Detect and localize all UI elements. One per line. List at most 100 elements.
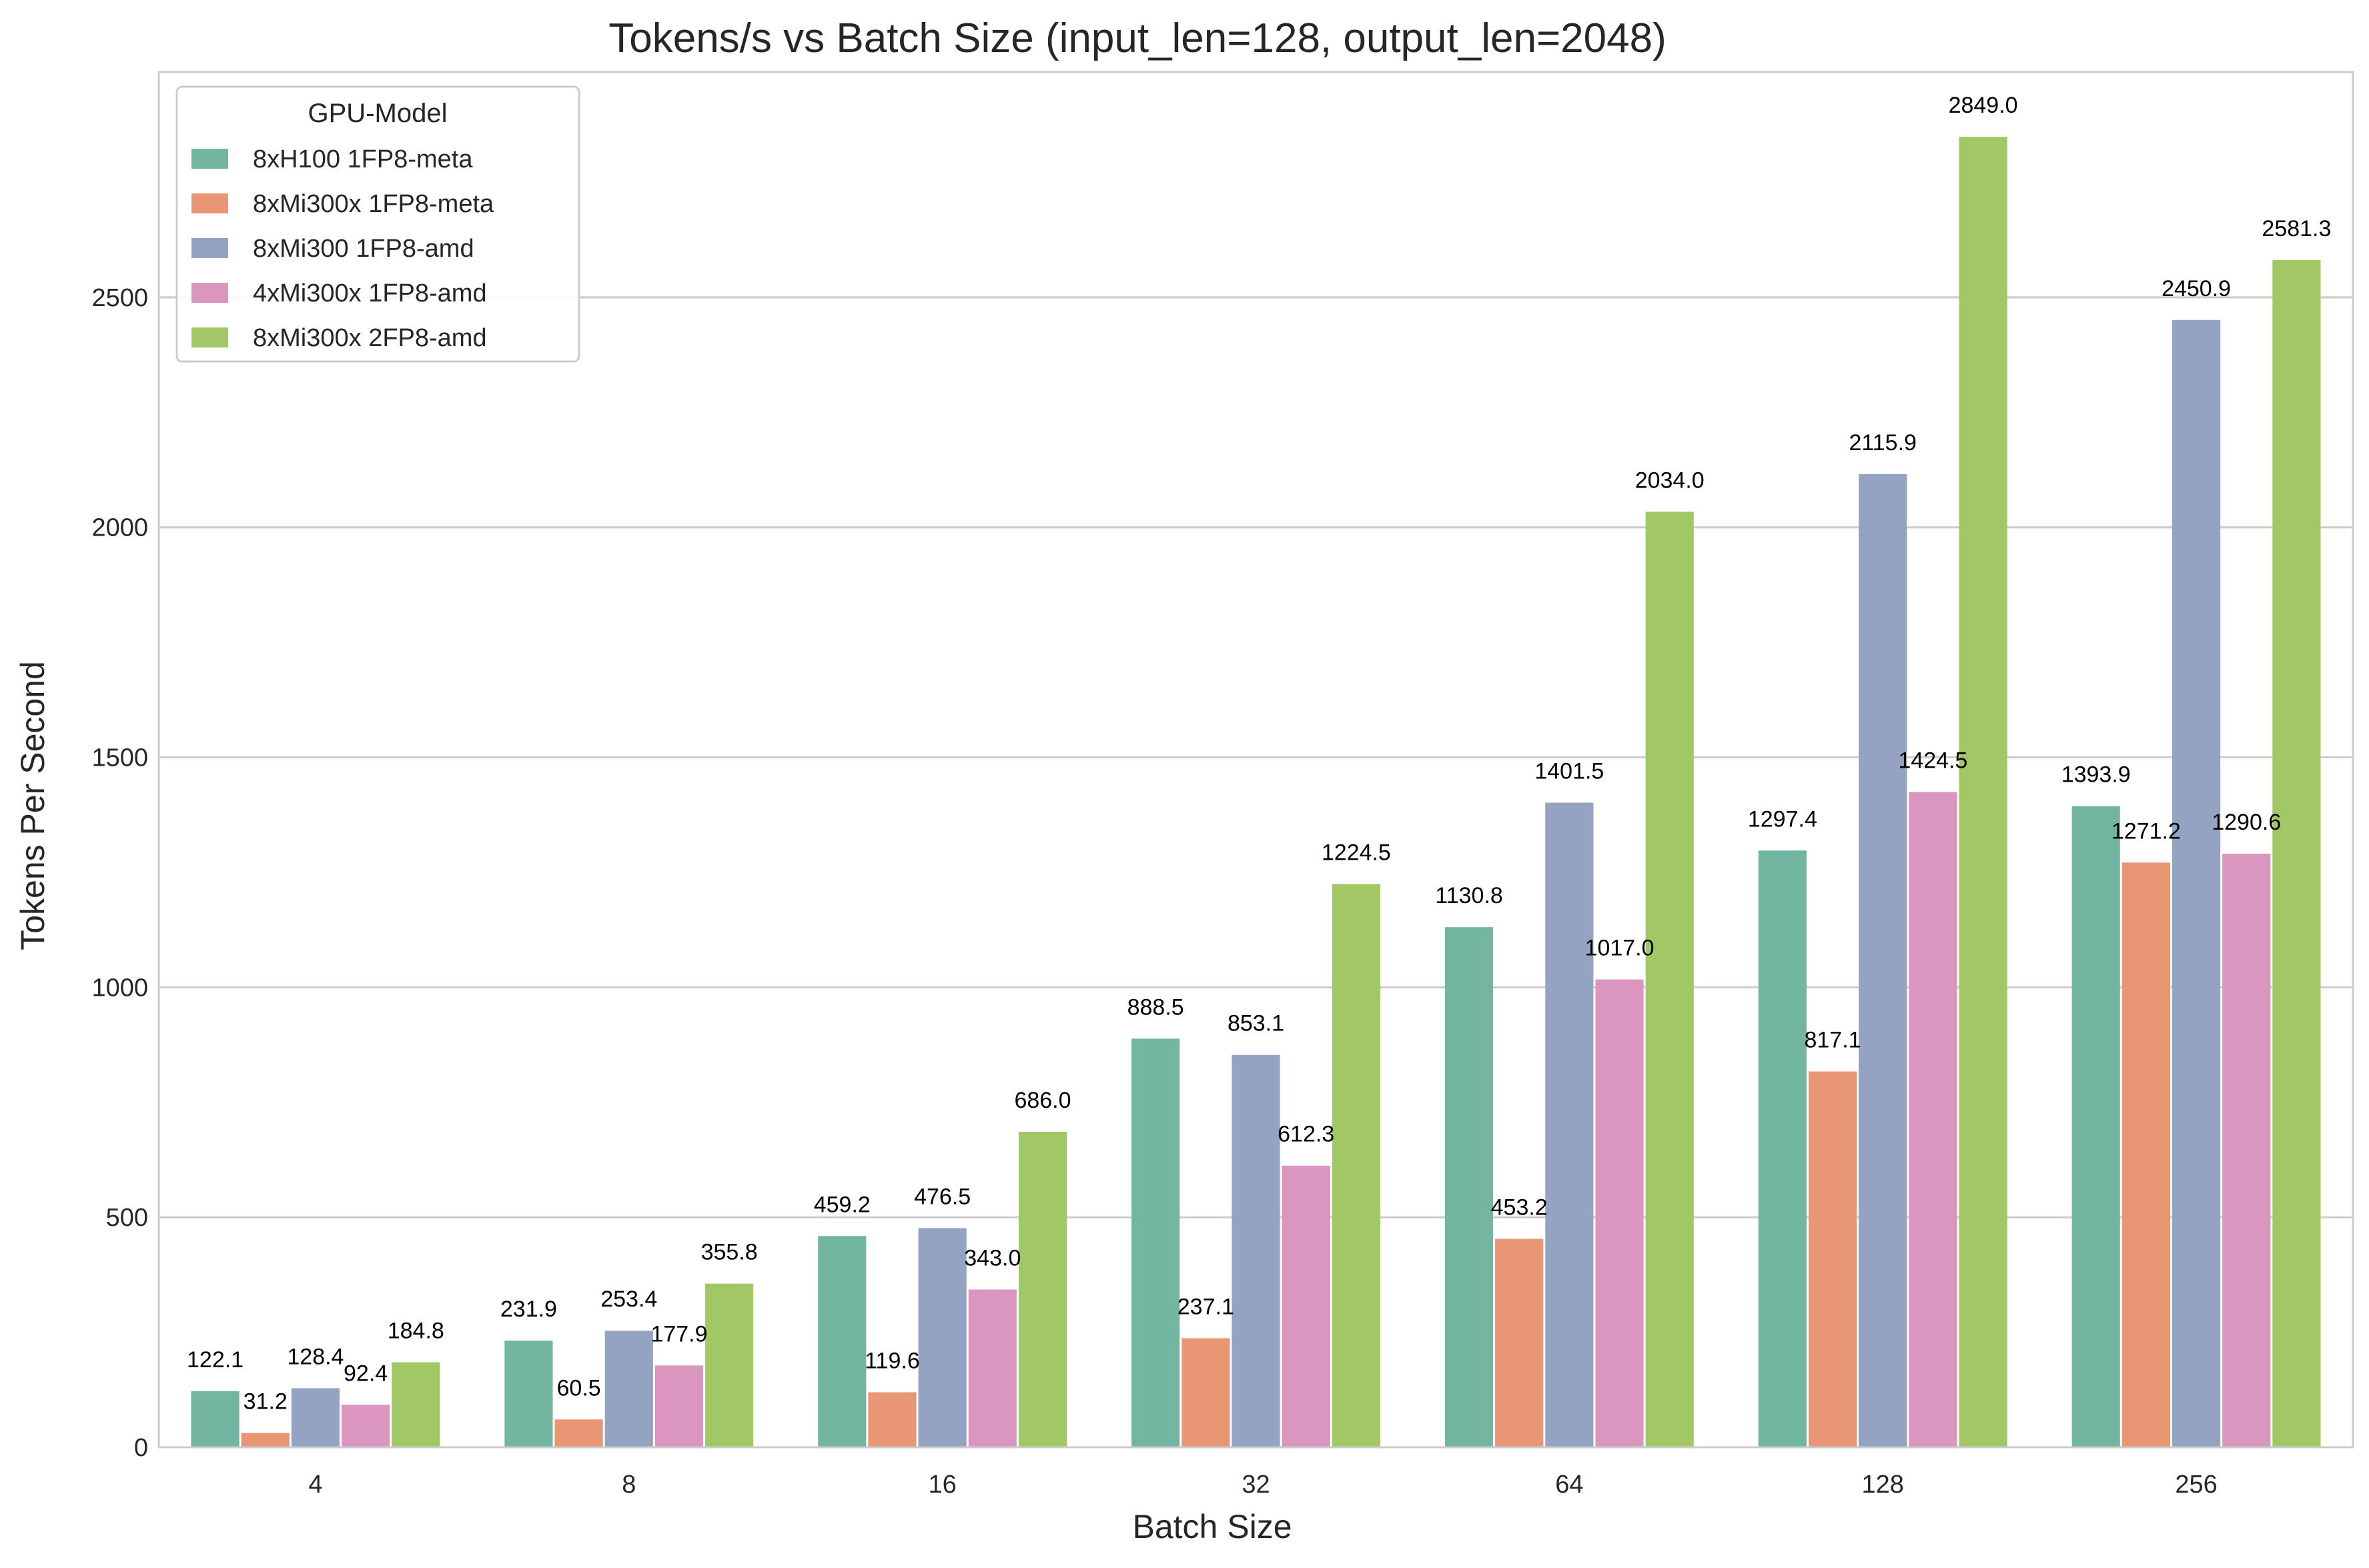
bar xyxy=(868,1392,917,1447)
legend-item-label: 8xH100 1FP8-meta xyxy=(253,145,473,173)
bar-value-label: 1297.4 xyxy=(1748,806,1817,832)
legend-box xyxy=(175,85,580,363)
bar-value-label: 2450.9 xyxy=(2162,276,2231,301)
bar-value-label: 60.5 xyxy=(557,1375,601,1401)
bar-value-label: 453.2 xyxy=(1491,1195,1548,1220)
x-tick-label: 32 xyxy=(1242,1471,1270,1499)
bar xyxy=(504,1341,553,1447)
x-tick-label: 128 xyxy=(1862,1471,1904,1499)
bar xyxy=(191,1391,240,1447)
bar-value-label: 1224.5 xyxy=(1322,840,1391,866)
y-tick-label: 1500 xyxy=(91,744,148,772)
x-tick-label: 64 xyxy=(1555,1471,1583,1499)
chart-title: Tokens/s vs Batch Size (input_len=128, o… xyxy=(608,15,1667,61)
bar-value-label: 817.1 xyxy=(1804,1028,1861,1053)
legend-item-label: 4xMi300x 1FP8-amd xyxy=(253,279,487,307)
x-axis-label: Batch Size xyxy=(1132,1508,1292,1545)
bar-value-label: 237.1 xyxy=(1177,1294,1234,1319)
bar xyxy=(1595,979,1644,1447)
y-tick-label: 0 xyxy=(134,1434,148,1462)
bar-value-label: 2581.3 xyxy=(2262,216,2331,241)
bar-value-label: 128.4 xyxy=(287,1344,344,1369)
bar xyxy=(291,1388,340,1447)
bar-value-label: 853.1 xyxy=(1228,1011,1284,1036)
bar-value-label: 2115.9 xyxy=(1849,430,1916,456)
bar-value-label: 122.1 xyxy=(187,1347,244,1373)
bar-value-label: 1271.2 xyxy=(2111,818,2181,844)
bar xyxy=(1495,1239,1544,1447)
bar-value-label: 2034.0 xyxy=(1635,468,1705,493)
bar-value-label: 1401.5 xyxy=(1534,758,1604,784)
legend-title: GPU-Model xyxy=(308,99,448,128)
bars xyxy=(191,137,2321,1448)
x-tick-label: 16 xyxy=(929,1471,957,1499)
bar-value-label: 1290.6 xyxy=(2212,810,2281,835)
bar xyxy=(2172,319,2221,1448)
bar-value-label: 2849.0 xyxy=(1949,93,2018,118)
bar xyxy=(392,1362,440,1447)
bar-value-label: 612.3 xyxy=(1278,1122,1334,1147)
bar-value-label: 231.9 xyxy=(500,1297,557,1322)
legend-item-label: 8xMi300x 2FP8-amd xyxy=(253,324,487,352)
bar xyxy=(2121,862,2170,1447)
bar xyxy=(968,1289,1017,1447)
bar xyxy=(1959,137,2007,1447)
bar xyxy=(2272,259,2321,1447)
bar xyxy=(604,1331,653,1447)
legend-items: 8xH100 1FP8-meta 8xMi300x 1FP8-meta 8xMi30… xyxy=(191,145,494,352)
bar xyxy=(1645,512,1694,1447)
y-tick-label: 1000 xyxy=(91,974,148,1002)
bar-value-label: 1130.8 xyxy=(1435,883,1502,908)
x-tick-label: 256 xyxy=(2175,1471,2217,1499)
bar xyxy=(818,1236,867,1447)
legend-item-label: 8xMi300 1FP8-amd xyxy=(253,235,474,263)
x-tick-label: 4 xyxy=(308,1471,322,1499)
bar xyxy=(554,1419,603,1447)
bar xyxy=(1758,850,1807,1447)
bar xyxy=(1181,1338,1230,1447)
bar xyxy=(1545,802,1594,1447)
bar xyxy=(705,1283,754,1447)
bar-value-label: 184.8 xyxy=(388,1319,444,1344)
y-tick-label: 2000 xyxy=(91,514,148,542)
legend-swatch xyxy=(191,283,228,303)
bar-value-label: 355.8 xyxy=(701,1240,758,1265)
bar-value-label: 888.5 xyxy=(1127,994,1184,1020)
y-axis-ticks: 0 500 1000 1500 2000 2500 xyxy=(91,284,148,1462)
bar-value-label: 253.4 xyxy=(600,1287,657,1312)
bar-value-label: 686.0 xyxy=(1014,1088,1071,1113)
bar-value-label: 459.2 xyxy=(814,1192,871,1217)
plot-frame xyxy=(157,71,2354,1449)
bar-value-label: 343.0 xyxy=(964,1245,1021,1271)
bar-value-label: 1424.5 xyxy=(1898,748,1967,774)
bar xyxy=(1232,1054,1280,1447)
bar xyxy=(1444,927,1494,1447)
bar xyxy=(2222,853,2271,1447)
bar xyxy=(2071,806,2120,1447)
legend: GPU-Model 8xH100 1FP8-meta 8xMi300x 1FP8-… xyxy=(175,85,580,363)
bar xyxy=(1282,1165,1330,1447)
bar xyxy=(1808,1071,1857,1447)
bar xyxy=(654,1365,704,1447)
bar-value-label: 177.9 xyxy=(650,1321,707,1347)
bar xyxy=(1332,884,1380,1447)
legend-swatch xyxy=(191,238,228,258)
bar-value-label: 119.6 xyxy=(865,1349,920,1374)
legend-swatch xyxy=(191,149,228,169)
x-tick-label: 8 xyxy=(622,1471,636,1499)
bar xyxy=(918,1228,967,1447)
x-axis-ticks: 4 8 16 32 64 128 256 xyxy=(308,1471,2217,1499)
bar xyxy=(1018,1131,1067,1447)
bar xyxy=(1131,1038,1180,1447)
bar xyxy=(342,1405,390,1447)
bar xyxy=(1859,474,1907,1448)
legend-swatch xyxy=(191,193,228,213)
y-tick-label: 2500 xyxy=(91,284,148,312)
bar-value-label: 92.4 xyxy=(344,1361,388,1386)
y-axis-label: Tokens Per Second xyxy=(14,661,51,950)
y-tick-label: 500 xyxy=(106,1204,148,1232)
bar-value-label: 1393.9 xyxy=(2061,762,2131,788)
bar-value-label: 1017.0 xyxy=(1585,936,1654,961)
